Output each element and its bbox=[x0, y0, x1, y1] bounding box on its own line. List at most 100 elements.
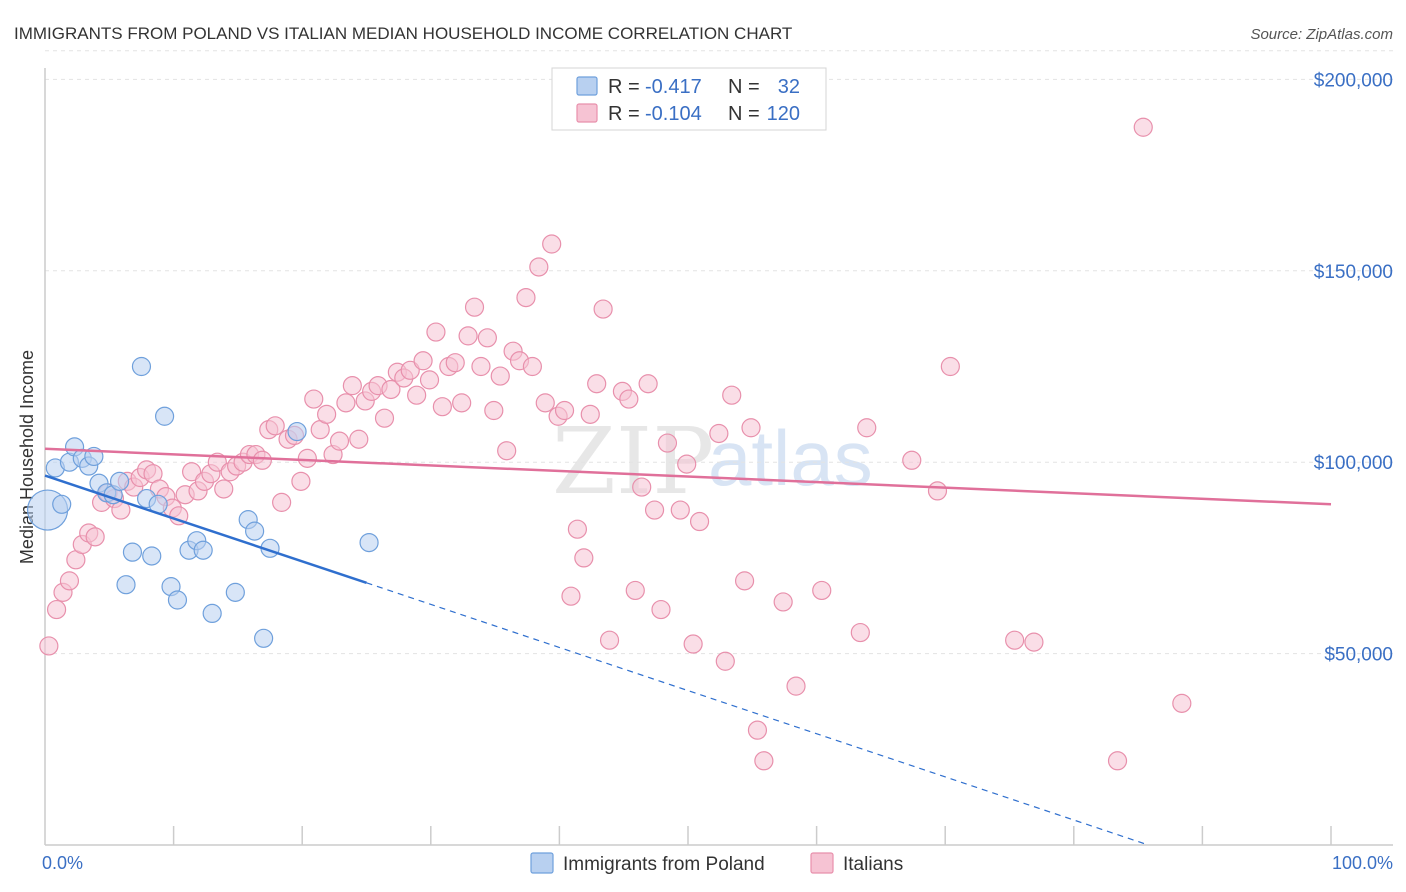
point-italians bbox=[426, 322, 446, 342]
series-legend: Immigrants from Poland Italians bbox=[530, 852, 903, 875]
y-tick-label: $200,000 bbox=[1314, 70, 1393, 91]
point-italians bbox=[754, 751, 774, 771]
point-italians bbox=[599, 630, 620, 650]
point-italians bbox=[349, 429, 369, 449]
point-italians bbox=[580, 404, 600, 424]
point-italians bbox=[632, 477, 652, 497]
x-ticks bbox=[172, 826, 1332, 845]
point-poland bbox=[122, 542, 143, 562]
point-italians bbox=[857, 418, 877, 438]
point-italians bbox=[561, 586, 581, 606]
point-italians bbox=[452, 393, 472, 413]
point-italians bbox=[419, 370, 440, 390]
chart-title: IMMIGRANTS FROM POLAND VS ITALIAN MEDIAN… bbox=[14, 24, 792, 43]
point-italians bbox=[85, 527, 105, 547]
point-italians bbox=[317, 404, 337, 424]
point-italians bbox=[1133, 117, 1153, 137]
legend-n-value-poland: 32 bbox=[778, 76, 800, 98]
point-poland bbox=[109, 471, 130, 491]
point-poland bbox=[167, 590, 188, 610]
scatter-points bbox=[26, 117, 1192, 771]
point-italians bbox=[471, 356, 491, 377]
stats-legend: R = -0.417 N = 32 R = -0.104 N = 120 bbox=[551, 67, 827, 131]
point-italians bbox=[850, 622, 870, 643]
legend-n-value-italians: 120 bbox=[767, 103, 800, 125]
point-italians bbox=[59, 571, 80, 591]
point-poland bbox=[52, 494, 72, 514]
point-italians bbox=[381, 379, 401, 400]
y-tick-label: $50,000 bbox=[1324, 645, 1393, 666]
point-italians bbox=[683, 634, 703, 654]
point-italians bbox=[484, 400, 504, 421]
point-italians bbox=[464, 297, 485, 317]
point-poland bbox=[154, 406, 175, 426]
point-italians bbox=[741, 418, 761, 438]
point-italians bbox=[265, 416, 285, 436]
legend-swatch-italians bbox=[576, 103, 598, 123]
y-tick-labels: $50,000 $100,000 $150,000 $200,000 bbox=[1314, 70, 1393, 665]
point-italians bbox=[587, 374, 607, 394]
point-italians bbox=[297, 448, 317, 468]
point-italians bbox=[786, 676, 806, 696]
point-italians bbox=[477, 328, 497, 348]
point-poland bbox=[116, 575, 136, 595]
point-italians bbox=[336, 393, 356, 413]
point-italians bbox=[1005, 630, 1025, 650]
point-italians bbox=[722, 385, 742, 405]
point-italians bbox=[574, 548, 594, 568]
point-italians bbox=[169, 506, 189, 526]
point-poland bbox=[245, 521, 265, 541]
point-italians bbox=[445, 353, 465, 373]
point-poland bbox=[142, 546, 162, 566]
point-italians bbox=[329, 431, 350, 451]
point-italians bbox=[715, 651, 735, 671]
point-italians bbox=[812, 580, 832, 601]
point-italians bbox=[1107, 751, 1128, 771]
point-italians bbox=[490, 366, 510, 386]
trend-line-poland bbox=[44, 474, 367, 584]
point-italians bbox=[374, 408, 395, 428]
point-italians bbox=[689, 511, 710, 532]
trend-line-poland-extension bbox=[366, 582, 1149, 846]
point-italians bbox=[651, 599, 671, 620]
point-italians bbox=[734, 571, 755, 591]
y-tick-label: $150,000 bbox=[1314, 262, 1393, 283]
point-italians bbox=[619, 389, 639, 409]
point-italians bbox=[535, 393, 555, 413]
point-italians bbox=[709, 423, 729, 444]
point-italians bbox=[458, 326, 478, 346]
point-italians bbox=[670, 500, 690, 520]
point-italians bbox=[902, 450, 922, 470]
point-italians bbox=[214, 479, 234, 499]
point-italians bbox=[304, 389, 324, 409]
x-tick-label-min: 0.0% bbox=[42, 853, 83, 873]
watermark-atlas: atlas bbox=[708, 414, 873, 502]
point-italians bbox=[342, 376, 362, 396]
point-poland bbox=[131, 356, 152, 377]
point-italians bbox=[413, 351, 433, 371]
point-poland bbox=[287, 421, 307, 442]
legend-swatch-poland bbox=[576, 76, 598, 96]
point-poland bbox=[254, 628, 274, 648]
point-italians bbox=[773, 592, 793, 612]
trend-line-italians bbox=[44, 447, 1332, 506]
legend-r-value-poland: -0.417 bbox=[645, 76, 702, 98]
point-italians bbox=[554, 400, 575, 421]
point-italians bbox=[400, 360, 420, 380]
legend-n-label-italians: N = bbox=[728, 103, 760, 125]
watermark: ZIP atlas bbox=[552, 408, 873, 515]
series-legend-swatch-italians bbox=[810, 852, 834, 874]
point-italians bbox=[657, 433, 678, 453]
point-italians bbox=[39, 636, 59, 656]
point-italians bbox=[46, 599, 67, 620]
chart-source: Source: ZipAtlas.com bbox=[1250, 26, 1393, 43]
trend-lines bbox=[44, 447, 1332, 846]
point-italians bbox=[1172, 693, 1192, 713]
y-axis-label: Median Household Income bbox=[17, 350, 37, 564]
point-italians bbox=[516, 287, 536, 308]
point-poland bbox=[202, 603, 222, 624]
point-italians bbox=[522, 356, 542, 377]
point-poland bbox=[193, 540, 213, 560]
point-italians bbox=[567, 519, 588, 539]
